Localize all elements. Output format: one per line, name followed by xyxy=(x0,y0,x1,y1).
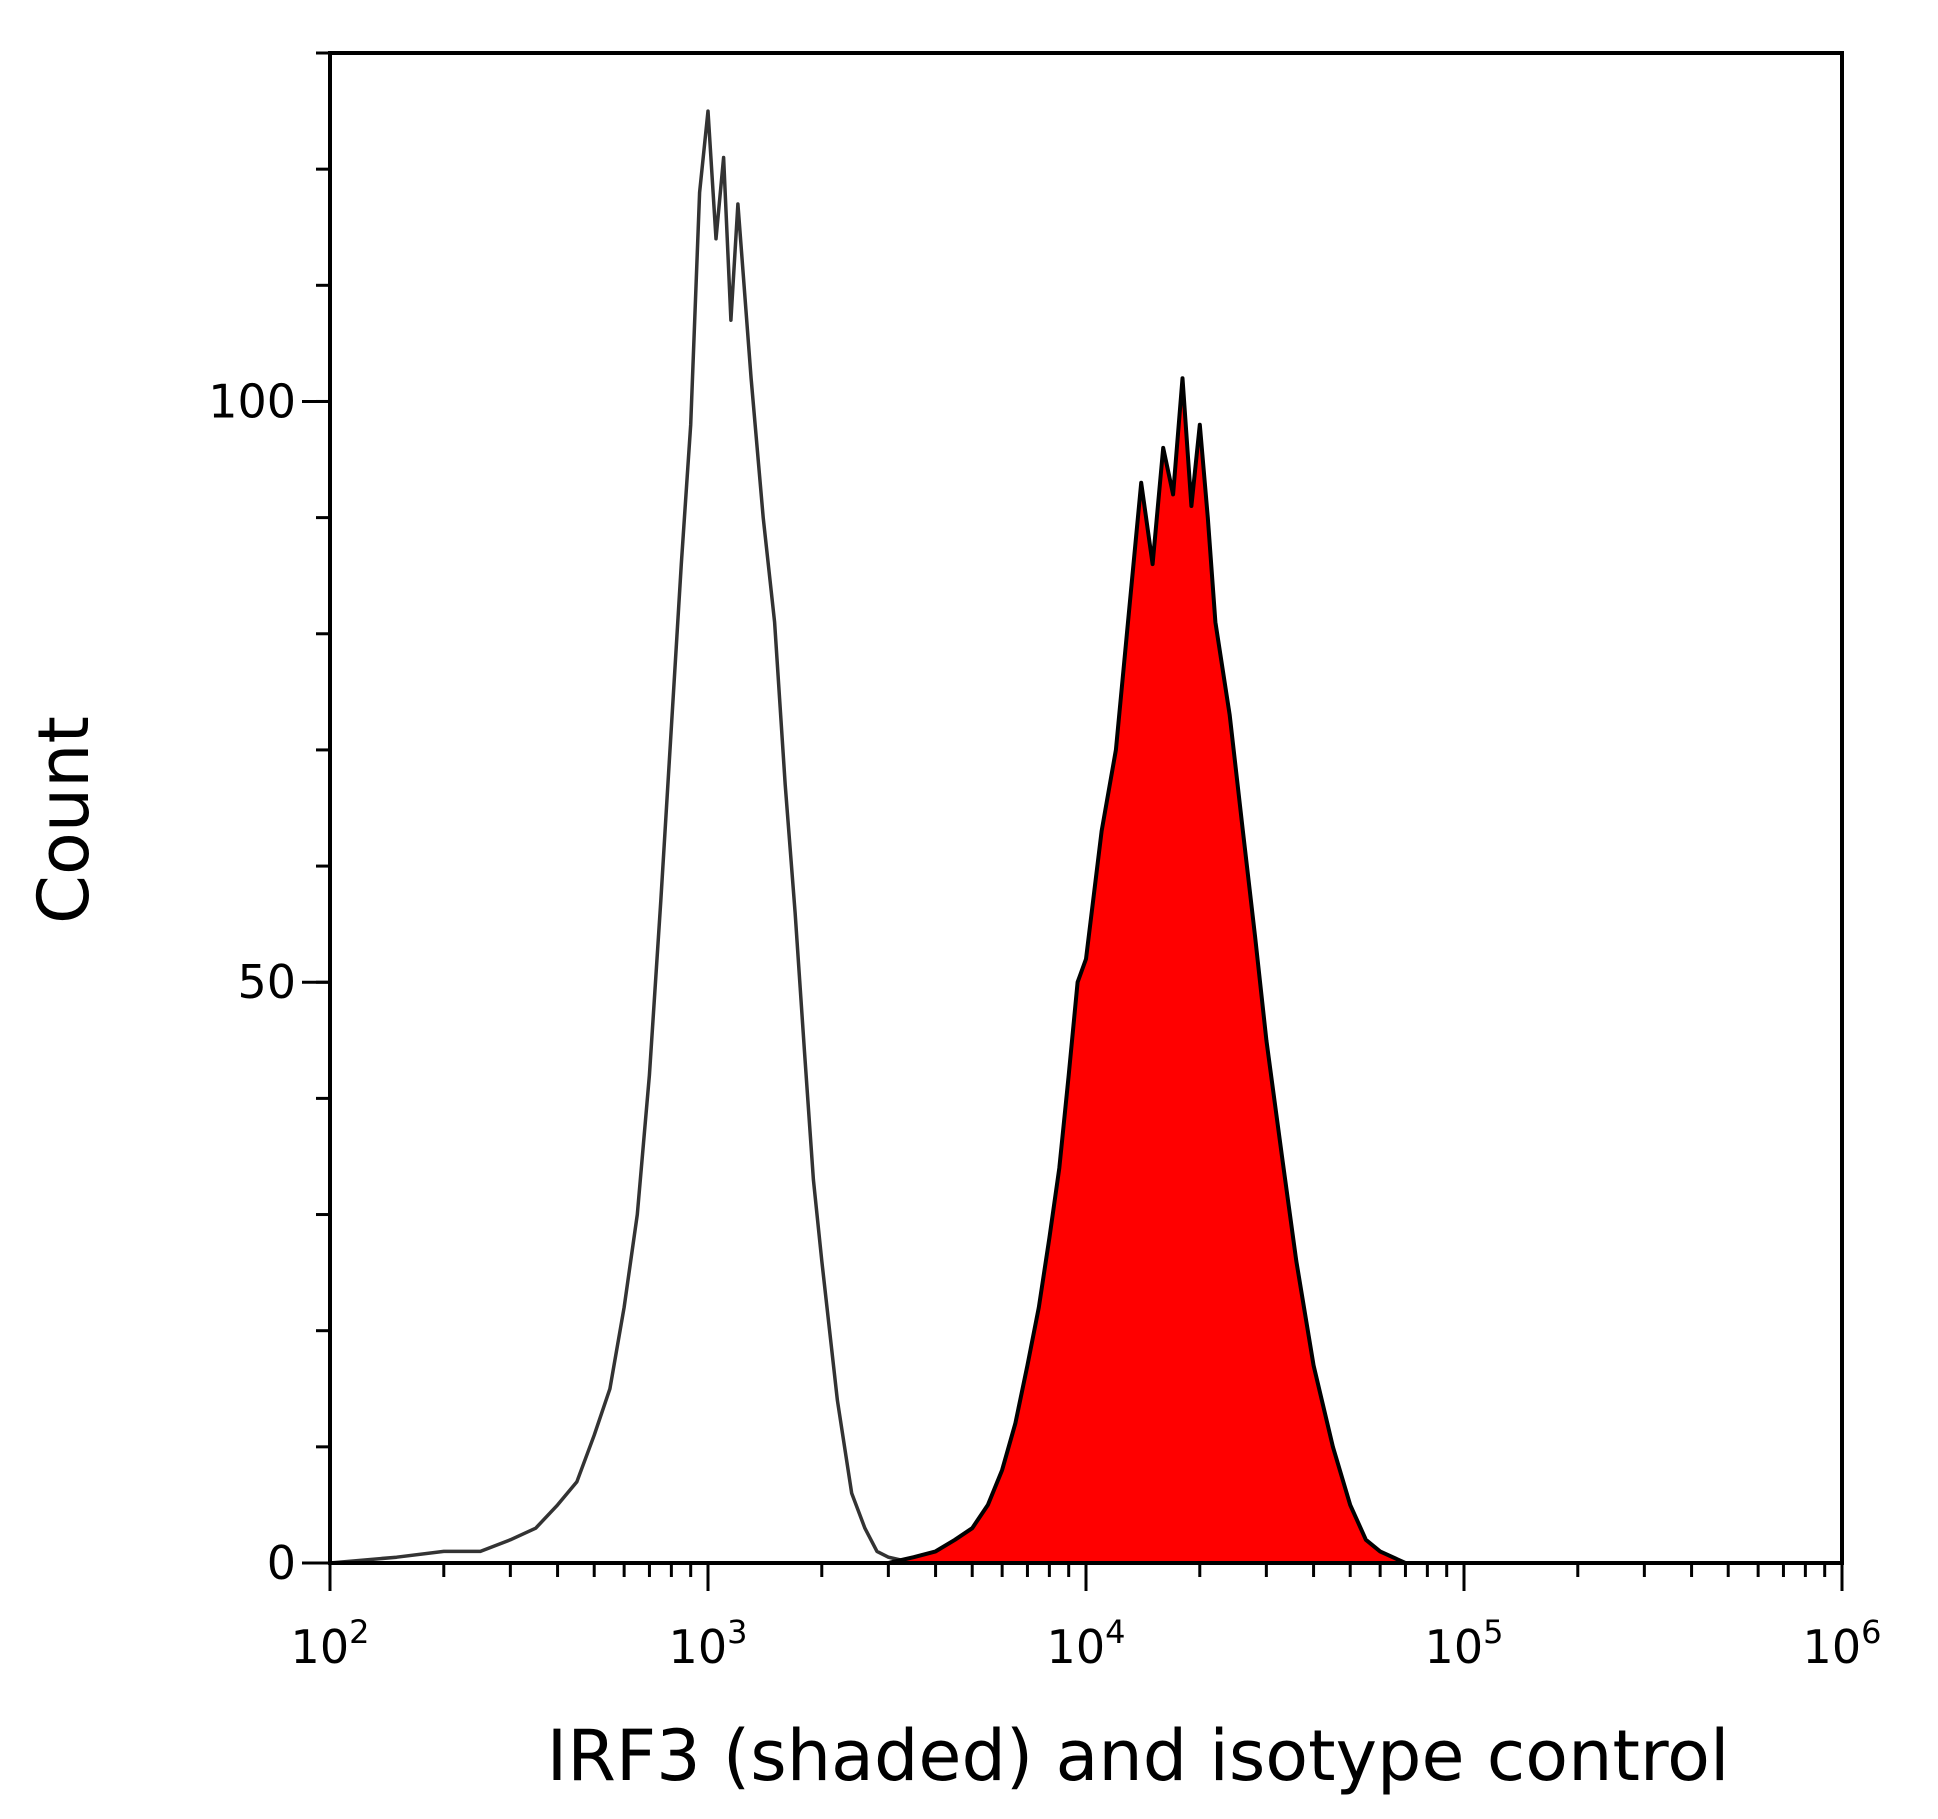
x-tick-label: 104 xyxy=(1047,1613,1126,1674)
series-line-1 xyxy=(330,376,1842,1565)
y-tick-label: 100 xyxy=(208,374,296,428)
x-tick-label: 103 xyxy=(669,1613,748,1674)
y-axis-label: Count xyxy=(23,716,105,924)
plot-area xyxy=(328,51,1844,1565)
series-fill-1 xyxy=(330,378,1842,1564)
y-tick-label: 0 xyxy=(267,1536,296,1590)
x-tick-label: 102 xyxy=(291,1613,370,1674)
x-tick-label: 105 xyxy=(1425,1613,1504,1674)
x-tick-label: 106 xyxy=(1803,1613,1882,1674)
y-axis-ticks: 0 50 100 xyxy=(208,51,330,1590)
series-line-0 xyxy=(329,109,1464,1565)
x-axis-ticks: 102 103 104 105 106 xyxy=(291,1563,1882,1674)
y-tick-label: 50 xyxy=(237,955,296,1009)
x-axis-label: IRF3 (shaded) and isotype control xyxy=(547,1715,1730,1797)
